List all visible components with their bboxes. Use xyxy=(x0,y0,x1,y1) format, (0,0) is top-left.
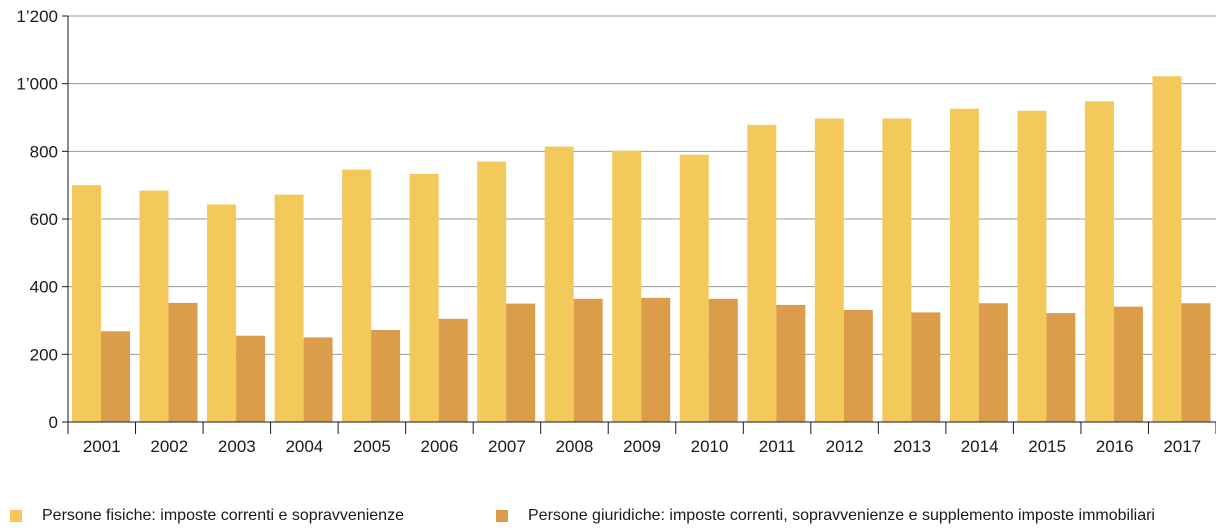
x-tick-label: 2015 xyxy=(1028,437,1066,456)
y-tick-label: 200 xyxy=(30,345,58,364)
y-tick-label: 400 xyxy=(30,278,58,297)
bar-persone-giuridiche xyxy=(1181,303,1211,422)
tick-labels: 0 200 400 600 800 1’000 1’200 2001 2002 2003 2004 2… xyxy=(16,7,1201,456)
x-tick-label: 2014 xyxy=(961,437,999,456)
bar-persone-giuridiche xyxy=(978,303,1008,422)
bar-persone-giuridiche xyxy=(101,331,130,422)
bar-persone-fisiche xyxy=(409,174,439,422)
bar-persone-fisiche xyxy=(814,118,844,422)
axes xyxy=(62,15,1216,434)
bar-persone-giuridiche xyxy=(303,337,333,422)
bar-persone-giuridiche xyxy=(776,304,806,422)
x-tick-label: 2016 xyxy=(1096,437,1134,456)
bar-persone-giuridiche xyxy=(438,318,468,422)
bar-persone-giuridiche xyxy=(708,298,738,422)
legend-swatch-persone-giuridiche xyxy=(496,510,508,522)
bar-persone-giuridiche xyxy=(641,297,671,422)
bar-persone-fisiche xyxy=(477,161,507,422)
bar-persone-giuridiche xyxy=(573,298,603,422)
x-tick-label: 2002 xyxy=(150,437,188,456)
bar-persone-giuridiche xyxy=(1046,313,1076,422)
bar-persone-fisiche xyxy=(747,124,777,423)
bar-persone-fisiche xyxy=(949,108,979,422)
x-tick-label: 2008 xyxy=(556,437,594,456)
x-tick-label: 2009 xyxy=(623,437,661,456)
bar-persone-giuridiche xyxy=(506,303,536,422)
x-tick-label: 2012 xyxy=(826,437,864,456)
bar-persone-fisiche xyxy=(612,150,642,422)
bar-persone-fisiche xyxy=(1152,76,1182,423)
x-tick-label: 2001 xyxy=(83,437,121,456)
y-tick-label: 800 xyxy=(30,142,58,161)
bar-persone-fisiche xyxy=(1084,101,1114,422)
bar-persone-giuridiche xyxy=(371,329,401,422)
legend-label-persone-fisiche: Persone fisiche: imposte correnti e sopr… xyxy=(42,507,404,524)
bar-persone-giuridiche xyxy=(1113,306,1143,422)
legend-swatch-persone-fisiche xyxy=(10,510,22,522)
legend-label-persone-giuridiche: Persone giuridiche: imposte correnti, so… xyxy=(528,507,1155,524)
bar-persone-giuridiche xyxy=(843,310,873,422)
bar-persone-fisiche xyxy=(72,185,101,422)
y-tick-label: 1’000 xyxy=(16,75,58,94)
bars xyxy=(72,76,1211,423)
bar-persone-fisiche xyxy=(207,204,237,422)
bar-persone-fisiche xyxy=(882,118,912,422)
x-tick-label: 2004 xyxy=(285,437,323,456)
legend-item-persone-giuridiche: Persone giuridiche: imposte correnti, so… xyxy=(496,505,1155,527)
x-tick-label: 2006 xyxy=(420,437,458,456)
bar-persone-fisiche xyxy=(679,154,709,422)
bar-persone-giuridiche xyxy=(911,312,941,422)
x-tick-label: 2005 xyxy=(353,437,391,456)
y-tick-label: 600 xyxy=(30,210,58,229)
x-tick-label: 2013 xyxy=(893,437,931,456)
bar-persone-fisiche xyxy=(274,194,304,422)
bar-chart: 0 200 400 600 800 1’000 1’200 2001 2002 2003 2004 2… xyxy=(16,7,1216,456)
x-tick-label: 2007 xyxy=(488,437,526,456)
legend-item-persone-fisiche: Persone fisiche: imposte correnti e sopr… xyxy=(10,505,404,527)
bar-persone-giuridiche xyxy=(168,302,198,422)
x-tick-label: 2011 xyxy=(759,437,796,456)
x-tick-label: 2003 xyxy=(218,437,256,456)
bar-persone-giuridiche xyxy=(236,335,266,422)
bar-persone-fisiche xyxy=(544,146,574,422)
bar-persone-fisiche xyxy=(342,169,372,422)
bar-persone-fisiche xyxy=(139,190,169,422)
x-tick-label: 2017 xyxy=(1163,437,1201,456)
y-tick-label: 1’200 xyxy=(16,7,58,26)
x-tick-label: 2010 xyxy=(691,437,729,456)
bar-persone-fisiche xyxy=(1017,110,1047,422)
y-tick-label: 0 xyxy=(49,413,58,432)
